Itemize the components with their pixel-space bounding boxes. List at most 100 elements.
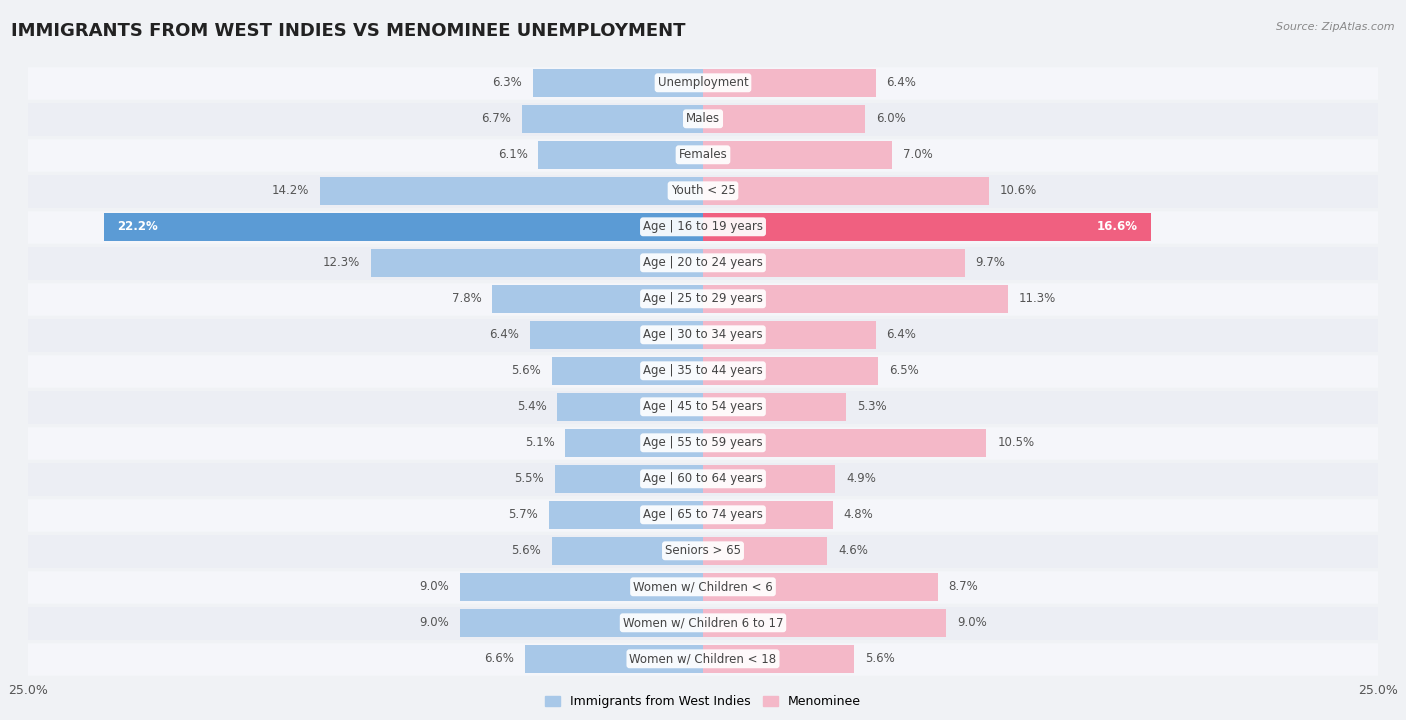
Text: 4.9%: 4.9% xyxy=(846,472,876,485)
Bar xyxy=(28,390,1378,424)
Bar xyxy=(28,282,1378,316)
Text: IMMIGRANTS FROM WEST INDIES VS MENOMINEE UNEMPLOYMENT: IMMIGRANTS FROM WEST INDIES VS MENOMINEE… xyxy=(11,22,686,40)
Text: Seniors > 65: Seniors > 65 xyxy=(665,544,741,557)
Bar xyxy=(28,354,1378,388)
Bar xyxy=(28,318,1378,352)
Bar xyxy=(492,285,703,312)
Text: Unemployment: Unemployment xyxy=(658,76,748,89)
Text: 6.4%: 6.4% xyxy=(887,328,917,341)
Text: Age | 25 to 29 years: Age | 25 to 29 years xyxy=(643,292,763,305)
Text: 5.4%: 5.4% xyxy=(516,400,547,413)
Bar xyxy=(460,573,703,600)
Bar xyxy=(538,141,703,168)
Text: Women w/ Children < 18: Women w/ Children < 18 xyxy=(630,652,776,665)
Bar xyxy=(703,285,1008,312)
Text: 16.6%: 16.6% xyxy=(1097,220,1137,233)
Text: 8.7%: 8.7% xyxy=(949,580,979,593)
Text: 5.6%: 5.6% xyxy=(865,652,894,665)
Text: Youth < 25: Youth < 25 xyxy=(671,184,735,197)
Bar xyxy=(703,609,946,637)
Bar xyxy=(703,213,1152,240)
Bar xyxy=(28,138,1378,172)
Bar xyxy=(28,66,1378,100)
Bar xyxy=(28,642,1378,676)
Text: 22.2%: 22.2% xyxy=(117,220,157,233)
Bar xyxy=(703,501,832,528)
Bar xyxy=(530,321,703,349)
Text: 9.7%: 9.7% xyxy=(976,256,1005,269)
Text: Women w/ Children < 6: Women w/ Children < 6 xyxy=(633,580,773,593)
Bar xyxy=(703,393,846,420)
Bar xyxy=(522,104,703,132)
Text: 6.0%: 6.0% xyxy=(876,112,905,125)
Bar xyxy=(703,176,990,204)
Bar xyxy=(703,573,938,600)
Legend: Immigrants from West Indies, Menominee: Immigrants from West Indies, Menominee xyxy=(540,690,866,714)
Text: Age | 45 to 54 years: Age | 45 to 54 years xyxy=(643,400,763,413)
Text: 6.7%: 6.7% xyxy=(481,112,512,125)
Bar xyxy=(703,249,965,277)
Text: 7.8%: 7.8% xyxy=(451,292,482,305)
Text: 5.3%: 5.3% xyxy=(856,400,887,413)
Text: 5.6%: 5.6% xyxy=(512,544,541,557)
Bar xyxy=(28,210,1378,244)
Bar xyxy=(460,609,703,637)
Bar xyxy=(28,498,1378,532)
Bar xyxy=(28,534,1378,568)
Bar xyxy=(551,537,703,564)
Text: 11.3%: 11.3% xyxy=(1019,292,1056,305)
Text: 5.1%: 5.1% xyxy=(524,436,554,449)
Text: 9.0%: 9.0% xyxy=(419,580,450,593)
Bar xyxy=(28,462,1378,496)
Text: Age | 60 to 64 years: Age | 60 to 64 years xyxy=(643,472,763,485)
Bar xyxy=(319,176,703,204)
Text: Males: Males xyxy=(686,112,720,125)
Bar xyxy=(551,356,703,384)
Bar xyxy=(371,249,703,277)
Text: 6.6%: 6.6% xyxy=(484,652,515,665)
Bar xyxy=(703,645,855,673)
Bar xyxy=(703,141,891,168)
Bar xyxy=(533,68,703,97)
Text: 4.6%: 4.6% xyxy=(838,544,868,557)
Bar xyxy=(28,606,1378,640)
Bar xyxy=(28,102,1378,136)
Bar xyxy=(28,426,1378,460)
Bar xyxy=(554,465,703,493)
Text: Females: Females xyxy=(679,148,727,161)
Bar xyxy=(550,501,703,528)
Bar xyxy=(557,393,703,420)
Bar xyxy=(703,321,876,349)
Text: Age | 65 to 74 years: Age | 65 to 74 years xyxy=(643,508,763,521)
Bar xyxy=(703,68,876,97)
Text: 12.3%: 12.3% xyxy=(323,256,360,269)
Bar xyxy=(703,428,987,457)
Text: 4.8%: 4.8% xyxy=(844,508,873,521)
Text: 10.6%: 10.6% xyxy=(1000,184,1038,197)
Text: Age | 20 to 24 years: Age | 20 to 24 years xyxy=(643,256,763,269)
Text: 6.3%: 6.3% xyxy=(492,76,522,89)
Text: 7.0%: 7.0% xyxy=(903,148,932,161)
Text: 6.5%: 6.5% xyxy=(889,364,920,377)
Bar xyxy=(703,465,835,493)
Bar xyxy=(28,246,1378,280)
Text: 5.6%: 5.6% xyxy=(512,364,541,377)
Bar xyxy=(28,570,1378,604)
Text: 9.0%: 9.0% xyxy=(956,616,987,629)
Bar xyxy=(565,428,703,457)
Text: 10.5%: 10.5% xyxy=(997,436,1035,449)
Bar xyxy=(104,213,703,240)
Text: Women w/ Children 6 to 17: Women w/ Children 6 to 17 xyxy=(623,616,783,629)
Text: 5.7%: 5.7% xyxy=(509,508,538,521)
Bar xyxy=(703,537,827,564)
Bar xyxy=(524,645,703,673)
Text: Age | 30 to 34 years: Age | 30 to 34 years xyxy=(643,328,763,341)
Text: 5.5%: 5.5% xyxy=(515,472,544,485)
Text: 6.4%: 6.4% xyxy=(489,328,519,341)
Bar xyxy=(28,174,1378,208)
Text: 6.4%: 6.4% xyxy=(887,76,917,89)
Text: Age | 16 to 19 years: Age | 16 to 19 years xyxy=(643,220,763,233)
Text: Source: ZipAtlas.com: Source: ZipAtlas.com xyxy=(1277,22,1395,32)
Bar xyxy=(703,104,865,132)
Text: Age | 55 to 59 years: Age | 55 to 59 years xyxy=(643,436,763,449)
